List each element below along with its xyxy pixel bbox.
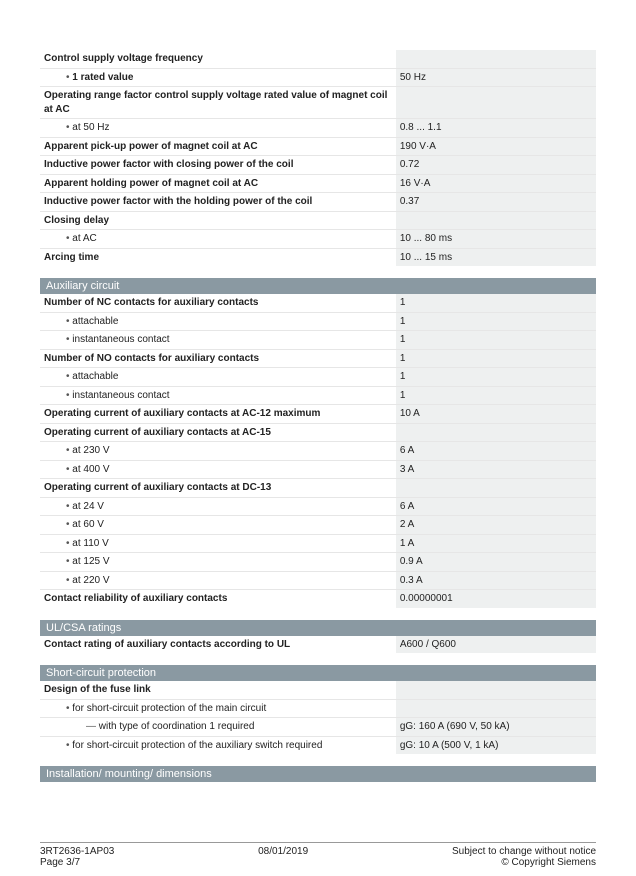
section-header-auxiliary: Auxiliary circuit (40, 278, 596, 294)
row-label: at 60 V (40, 516, 396, 535)
row-value: 0.9 A (396, 553, 596, 572)
row-label: at 50 Hz (40, 119, 396, 138)
row-value: 16 V·A (396, 174, 596, 193)
row-label: for short-circuit protection of the auxi… (40, 736, 396, 754)
row-label: Operating range factor control supply vo… (40, 87, 396, 119)
row-value (396, 681, 596, 699)
row-label: Apparent holding power of magnet coil at… (40, 174, 396, 193)
footer-left: 3RT2636-1AP03 Page 3/7 (40, 846, 114, 868)
footer-page: Page 3/7 (40, 857, 114, 868)
row-value: gG: 160 A (690 V, 50 kA) (396, 718, 596, 737)
content-area: Control supply voltage frequency 1 rated… (40, 50, 596, 868)
row-value: 10 ... 15 ms (396, 248, 596, 266)
row-label: Contact reliability of auxiliary contact… (40, 590, 396, 608)
footer-right: Subject to change without notice © Copyr… (452, 846, 596, 868)
row-value (396, 211, 596, 230)
row-value: 1 A (396, 534, 596, 553)
row-value: 1 (396, 386, 596, 405)
footer-copy: © Copyright Siemens (452, 857, 596, 868)
footer-date: 08/01/2019 (114, 846, 452, 857)
row-label: for short-circuit protection of the main… (40, 699, 396, 718)
row-value: 0.72 (396, 156, 596, 175)
row-label: at 24 V (40, 497, 396, 516)
row-value: 0.37 (396, 193, 596, 212)
footer-notice: Subject to change without notice (452, 846, 596, 857)
row-label: instantaneous contact (40, 386, 396, 405)
row-value: gG: 10 A (500 V, 1 kA) (396, 736, 596, 754)
row-label: Apparent pick-up power of magnet coil at… (40, 137, 396, 156)
section-header-sc: Short-circuit protection (40, 665, 596, 681)
row-label: Inductive power factor with the holding … (40, 193, 396, 212)
row-value: 1 (396, 294, 596, 312)
spec-table-sc: Design of the fuse link for short-circui… (40, 681, 596, 754)
row-value: 3 A (396, 460, 596, 479)
row-value: 1 (396, 349, 596, 368)
row-value: 0.3 A (396, 571, 596, 590)
row-value: 0.00000001 (396, 590, 596, 608)
row-value: 6 A (396, 497, 596, 516)
section-header-install: Installation/ mounting/ dimensions (40, 766, 596, 782)
row-label: Operating current of auxiliary contacts … (40, 423, 396, 442)
row-label: attachable (40, 312, 396, 331)
row-value (396, 87, 596, 119)
row-label: at 230 V (40, 442, 396, 461)
row-value: 50 Hz (396, 68, 596, 87)
row-value: 1 (396, 312, 596, 331)
row-label: Control supply voltage frequency (40, 50, 396, 68)
spec-table-main: Control supply voltage frequency 1 rated… (40, 50, 596, 266)
row-label: with type of coordination 1 required (40, 718, 396, 737)
row-value (396, 479, 596, 498)
row-label: Number of NO contacts for auxiliary cont… (40, 349, 396, 368)
row-label: Operating current of auxiliary contacts … (40, 405, 396, 424)
row-value: 0.8 ... 1.1 (396, 119, 596, 138)
spec-table-aux: Number of NC contacts for auxiliary cont… (40, 294, 596, 608)
row-value: A600 / Q600 (396, 636, 596, 654)
row-label: attachable (40, 368, 396, 387)
row-label: instantaneous contact (40, 331, 396, 350)
row-label: Arcing time (40, 248, 396, 266)
footer-product: 3RT2636-1AP03 (40, 846, 114, 857)
row-value (396, 699, 596, 718)
row-label: at 125 V (40, 553, 396, 572)
row-value: 10 A (396, 405, 596, 424)
row-label: at 220 V (40, 571, 396, 590)
row-label: Operating current of auxiliary contacts … (40, 479, 396, 498)
row-value: 1 (396, 368, 596, 387)
row-label: at 400 V (40, 460, 396, 479)
row-label: 1 rated value (40, 68, 396, 87)
row-value (396, 423, 596, 442)
row-label: Number of NC contacts for auxiliary cont… (40, 294, 396, 312)
page: Control supply voltage frequency 1 rated… (0, 0, 636, 876)
row-label: Inductive power factor with closing powe… (40, 156, 396, 175)
row-value: 6 A (396, 442, 596, 461)
row-value: 1 (396, 331, 596, 350)
row-value: 10 ... 80 ms (396, 230, 596, 249)
row-label: Closing delay (40, 211, 396, 230)
page-footer: 3RT2636-1AP03 Page 3/7 08/01/2019 Subjec… (40, 843, 596, 868)
row-label: at 110 V (40, 534, 396, 553)
row-value: 2 A (396, 516, 596, 535)
row-value: 190 V·A (396, 137, 596, 156)
row-value (396, 50, 596, 68)
section-header-ul: UL/CSA ratings (40, 620, 596, 636)
row-label: at AC (40, 230, 396, 249)
spec-table-ul: Contact rating of auxiliary contacts acc… (40, 636, 596, 654)
row-label: Contact rating of auxiliary contacts acc… (40, 636, 396, 654)
row-label: Design of the fuse link (40, 681, 396, 699)
